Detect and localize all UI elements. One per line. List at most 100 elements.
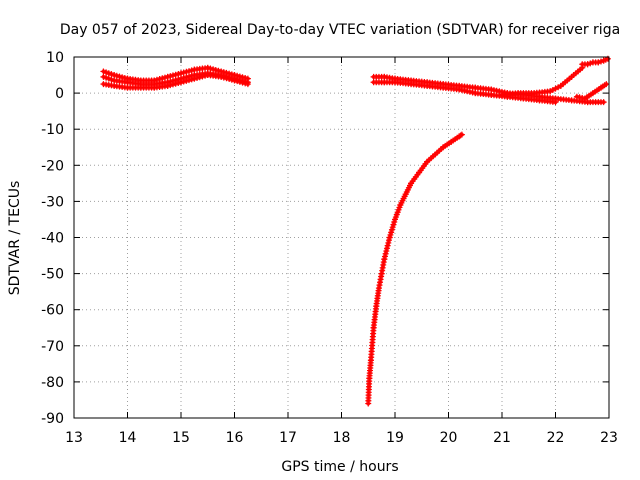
data-point-marker bbox=[218, 73, 225, 80]
y-axis-label: SDTVAR / TECUs bbox=[7, 181, 23, 296]
data-point-marker bbox=[383, 245, 390, 252]
y-tick-label: -10 bbox=[41, 122, 64, 138]
data-point-marker bbox=[226, 70, 233, 77]
data-point-marker bbox=[381, 256, 388, 263]
data-point-marker bbox=[385, 237, 392, 244]
y-tick-label: 0 bbox=[55, 86, 64, 102]
data-point-marker bbox=[188, 67, 195, 74]
data-point-marker bbox=[576, 94, 583, 101]
data-point-marker bbox=[552, 99, 559, 106]
data-point-marker bbox=[552, 85, 559, 92]
data-point-marker bbox=[100, 68, 107, 75]
data-point-marker bbox=[183, 77, 190, 84]
data-point-marker bbox=[555, 84, 562, 91]
data-point-marker bbox=[236, 78, 243, 85]
data-point-marker bbox=[202, 72, 209, 79]
data-point-marker bbox=[178, 70, 184, 77]
data-point-marker bbox=[180, 69, 187, 76]
data-point-marker bbox=[603, 81, 610, 88]
data-point-marker bbox=[573, 93, 580, 100]
data-point-marker bbox=[547, 88, 554, 95]
data-point-marker bbox=[457, 132, 464, 139]
data-point-marker bbox=[151, 77, 158, 84]
x-tick-label: 23 bbox=[600, 430, 618, 446]
data-point-marker bbox=[579, 94, 586, 101]
data-point-marker bbox=[103, 69, 110, 76]
data-point-marker bbox=[167, 82, 174, 89]
data-point-marker bbox=[207, 65, 214, 72]
data-point-marker bbox=[242, 80, 249, 87]
data-point-marker bbox=[164, 73, 171, 80]
data-point-marker bbox=[239, 79, 246, 86]
data-point-marker bbox=[178, 79, 184, 86]
data-point-marker bbox=[223, 69, 230, 76]
data-point-marker bbox=[383, 248, 390, 255]
data-point-marker bbox=[231, 72, 238, 79]
data-point-marker bbox=[488, 86, 495, 93]
data-point-marker bbox=[549, 86, 556, 93]
data-point-marker bbox=[469, 89, 476, 96]
data-point-marker bbox=[159, 75, 166, 82]
data-point-marker bbox=[161, 74, 168, 81]
data-point-marker bbox=[490, 87, 497, 94]
x-axis-label: GPS time / hours bbox=[281, 459, 398, 475]
data-point-marker bbox=[111, 72, 118, 79]
data-point-marker bbox=[113, 72, 120, 79]
data-point-marker bbox=[156, 76, 163, 83]
data-point-marker bbox=[244, 75, 251, 82]
data-point-marker bbox=[244, 81, 251, 88]
data-point-marker bbox=[382, 250, 389, 257]
x-tick-label: 16 bbox=[226, 430, 244, 446]
data-point-marker bbox=[466, 88, 473, 95]
data-point-marker bbox=[167, 73, 174, 80]
data-point-marker bbox=[218, 68, 225, 75]
data-point-marker bbox=[153, 76, 160, 83]
data-point-marker bbox=[234, 78, 241, 85]
y-tick-label: -50 bbox=[41, 267, 64, 283]
data-point-marker bbox=[108, 76, 115, 83]
data-point-marker bbox=[381, 253, 388, 260]
data-point-marker bbox=[172, 71, 179, 78]
x-tick-label: 15 bbox=[172, 430, 190, 446]
data-point-marker bbox=[236, 73, 243, 80]
y-tick-label: -60 bbox=[41, 303, 64, 319]
y-tick-label: -90 bbox=[41, 411, 64, 427]
y-tick-label: -20 bbox=[41, 158, 64, 174]
data-point-marker bbox=[458, 131, 465, 138]
data-point-marker bbox=[234, 72, 241, 79]
data-point-marker bbox=[169, 72, 176, 79]
x-tick-label: 19 bbox=[386, 430, 404, 446]
data-point-marker bbox=[199, 73, 206, 80]
data-point-marker bbox=[191, 75, 198, 82]
data-point-marker bbox=[210, 66, 217, 73]
data-point-marker bbox=[597, 58, 604, 65]
data-point-marker bbox=[461, 87, 468, 94]
data-point-marker bbox=[100, 73, 107, 80]
data-point-marker bbox=[105, 75, 112, 82]
data-point-marker bbox=[595, 59, 602, 66]
data-point-marker bbox=[194, 74, 201, 81]
data-point-marker bbox=[175, 70, 182, 77]
grid-lines bbox=[74, 57, 609, 418]
data-point-marker bbox=[220, 69, 227, 76]
data-point-marker bbox=[169, 81, 176, 88]
data-point-marker bbox=[242, 74, 249, 81]
y-tick-label: -70 bbox=[41, 339, 64, 355]
y-tick-label: -80 bbox=[41, 375, 64, 391]
data-point-marker bbox=[164, 82, 171, 89]
data-point-marker bbox=[116, 73, 123, 80]
data-point-marker bbox=[228, 76, 235, 83]
data-point-marker bbox=[204, 64, 211, 71]
data-point-marker bbox=[464, 88, 471, 95]
data-point-marker bbox=[108, 71, 115, 78]
data-point-marker bbox=[103, 74, 110, 81]
y-tick-label: 10 bbox=[46, 50, 64, 66]
data-point-marker bbox=[231, 77, 238, 84]
y-tick-label: -40 bbox=[41, 231, 64, 247]
axis-ticks: 13 14 15 16 17 18 19 20 21 22 23 10 0 -10 -20 -30 -40 -50… bbox=[41, 50, 618, 446]
data-point-marker bbox=[175, 79, 182, 86]
data-point-marker bbox=[584, 61, 591, 68]
data-point-marker bbox=[384, 242, 391, 249]
data-point-marker bbox=[220, 74, 227, 81]
